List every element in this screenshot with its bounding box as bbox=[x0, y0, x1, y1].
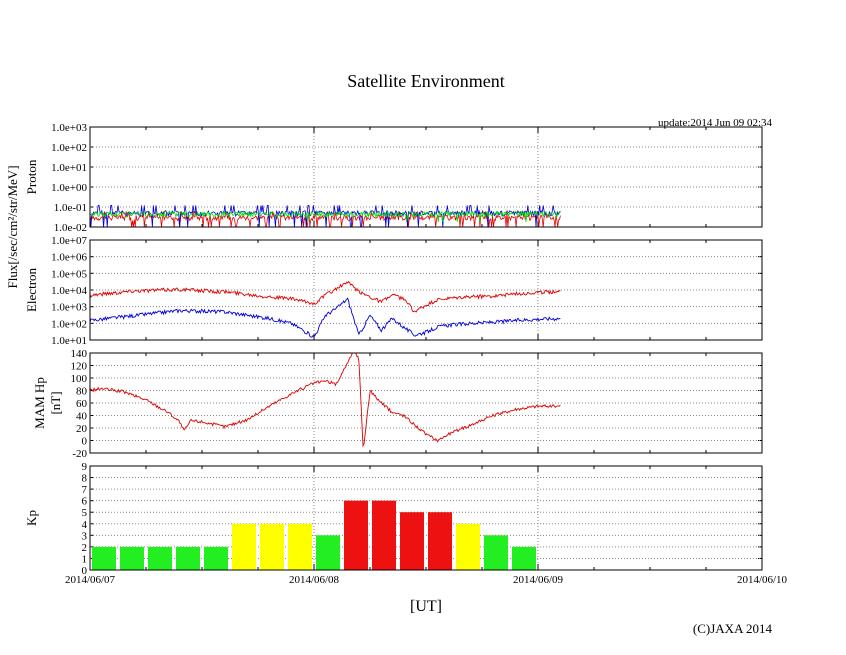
y-tick-label: 120 bbox=[71, 361, 88, 373]
y-tick-label: 1.0e+02 bbox=[51, 142, 87, 154]
panel-frame bbox=[89, 239, 763, 341]
y-tick-label: -20 bbox=[72, 448, 87, 460]
panel-ylabel-unit: [nT] bbox=[48, 391, 63, 414]
y-tick-label: 9 bbox=[82, 461, 88, 473]
series-line-red bbox=[90, 353, 561, 448]
kp-bar bbox=[204, 546, 228, 570]
y-tick-label: 0 bbox=[82, 436, 88, 448]
y-tick-label: 2 bbox=[82, 542, 88, 554]
kp-bar bbox=[260, 523, 284, 570]
y-tick-label: 80 bbox=[76, 386, 88, 398]
y-tick-label: 1.0e+04 bbox=[51, 285, 87, 297]
y-tick-label: 8 bbox=[82, 473, 88, 485]
panel-ylabel: Kp bbox=[24, 510, 39, 526]
kp-bar bbox=[484, 535, 508, 570]
kp-bar bbox=[148, 546, 172, 570]
chart-panels: 1.0e-021.0e-011.0e+001.0e+011.0e+021.0e+… bbox=[24, 122, 788, 615]
kp-bar bbox=[372, 500, 396, 570]
kp-bar bbox=[120, 546, 144, 570]
kp-bar bbox=[232, 523, 256, 570]
y-tick-label: 60 bbox=[76, 398, 88, 410]
kp-bar bbox=[428, 512, 452, 570]
y-tick-label: 5 bbox=[82, 507, 88, 519]
plot-area bbox=[92, 500, 536, 570]
y-tick-label: 1.0e+05 bbox=[51, 268, 87, 280]
series-line-blue bbox=[90, 297, 561, 338]
y-tick-label: 6 bbox=[82, 496, 88, 508]
kp-bar bbox=[400, 512, 424, 570]
y-tick-label: 1.0e+02 bbox=[51, 318, 87, 330]
series-line-green bbox=[90, 210, 561, 223]
update-timestamp: update:2014 Jun 09 02:34 bbox=[658, 117, 772, 129]
y-tick-label: 1.0e+03 bbox=[51, 122, 87, 134]
copyright-notice: (C)JAXA 2014 bbox=[693, 621, 773, 636]
flux-y-axis-label: Flux[/sec/cm²/str/MeV] bbox=[5, 165, 20, 288]
panel-frame bbox=[89, 352, 763, 454]
y-tick-label: 1.0e+03 bbox=[51, 302, 87, 314]
series-line-red bbox=[90, 280, 561, 313]
y-tick-label: 40 bbox=[76, 411, 88, 423]
y-tick-label: 100 bbox=[71, 373, 88, 385]
y-tick-label: 1 bbox=[82, 553, 88, 565]
y-tick-label: 1.0e+01 bbox=[51, 335, 87, 347]
kp-bar bbox=[316, 535, 340, 570]
y-tick-label: 0 bbox=[82, 565, 88, 577]
y-tick-label: 1.0e-02 bbox=[54, 222, 87, 234]
y-tick-label: 4 bbox=[82, 519, 88, 531]
kp-bar bbox=[456, 523, 480, 570]
plot-area bbox=[90, 280, 561, 338]
kp-bar bbox=[344, 500, 368, 570]
x-axis-label: [UT] bbox=[410, 598, 442, 615]
y-tick-label: 3 bbox=[82, 530, 88, 542]
y-tick-label: 7 bbox=[82, 484, 88, 496]
x-tick-label: 2014/06/07 bbox=[65, 574, 116, 586]
y-tick-label: 20 bbox=[76, 423, 88, 435]
panel-electron: 1.0e+01 1.0e+02 1.0e+03 1.0e+04 1.0e+05 1.0e+… bbox=[24, 235, 763, 347]
y-tick-label: 1.0e+00 bbox=[51, 182, 87, 194]
kp-bar bbox=[288, 523, 312, 570]
kp-bar bbox=[92, 546, 116, 570]
y-tick-label: 1.0e+06 bbox=[51, 252, 87, 264]
plot-area bbox=[90, 353, 561, 448]
chart-title: Satellite Environment bbox=[347, 71, 504, 91]
x-tick-label: 2014/06/08 bbox=[289, 574, 340, 586]
y-tick-label: 1.0e+07 bbox=[51, 235, 87, 247]
y-tick-label: 140 bbox=[71, 348, 88, 360]
x-tick-label: 2014/06/09 bbox=[513, 574, 564, 586]
panel-ylabel: Proton bbox=[24, 159, 39, 194]
plot-area bbox=[90, 205, 561, 227]
kp-bar bbox=[512, 546, 536, 570]
panel-frame bbox=[89, 126, 763, 228]
panel-ylabel: MAM Hp bbox=[32, 377, 47, 429]
kp-bar bbox=[176, 546, 200, 570]
x-tick-label: 2014/06/10 bbox=[737, 574, 788, 586]
panel-proton: 1.0e-02 1.0e-01 1.0e+00 1.0e+01 1.0e+02 1.0e+… bbox=[24, 122, 763, 234]
y-tick-label: 1.0e-01 bbox=[54, 202, 87, 214]
y-tick-label: 1.0e+01 bbox=[51, 162, 87, 174]
panel-ylabel: Electron bbox=[24, 267, 39, 312]
panel-frame bbox=[89, 465, 763, 571]
